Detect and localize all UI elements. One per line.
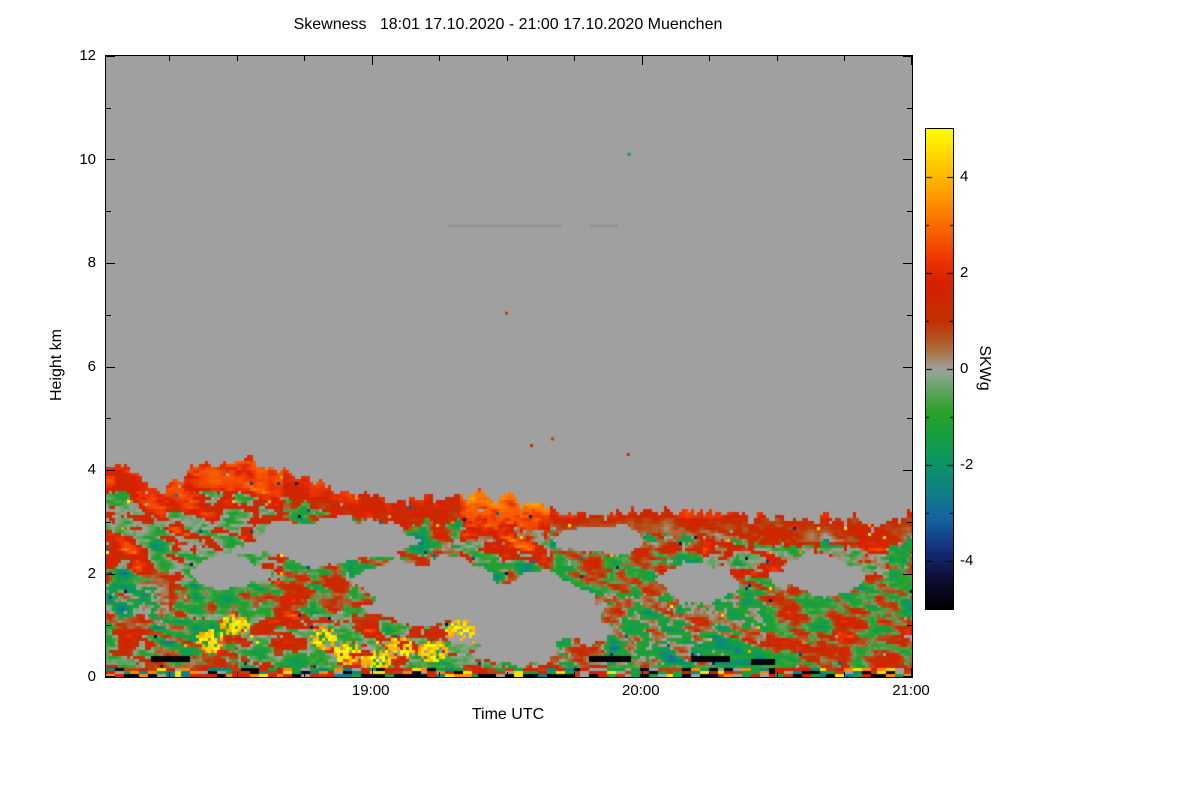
colorbar-tick-label: 2	[960, 264, 969, 281]
axis-tick	[106, 676, 115, 677]
colorbar-canvas	[926, 129, 953, 609]
axis-tick	[709, 56, 710, 61]
colorbar-tick-label: -4	[960, 552, 974, 569]
y-tick-label: 8	[87, 254, 96, 271]
axis-tick	[777, 56, 778, 61]
axis-tick	[844, 672, 845, 677]
axis-tick	[844, 56, 845, 61]
axis-tick	[907, 418, 912, 419]
axis-tick	[106, 56, 115, 57]
axis-tick	[106, 315, 111, 316]
plot-area	[105, 55, 913, 678]
axis-tick	[903, 263, 912, 264]
axis-tick	[439, 56, 440, 61]
y-tick-label: 2	[87, 564, 96, 582]
colorbar-tick-label: 0	[960, 360, 969, 377]
x-tick-label: 19:00	[351, 682, 390, 699]
axis-tick	[169, 56, 170, 61]
axis-tick	[507, 672, 508, 677]
axis-tick	[907, 522, 912, 523]
axis-tick	[106, 263, 115, 264]
axis-tick	[106, 418, 111, 419]
axis-tick	[911, 56, 912, 65]
axis-tick	[106, 574, 115, 575]
axis-tick	[169, 672, 170, 677]
axis-tick	[237, 672, 238, 677]
y-tick-label: 10	[79, 150, 96, 168]
y-tick-label: 6	[87, 357, 96, 375]
colorbar-tick-label: -2	[960, 456, 974, 473]
y-tick-label: 12	[79, 47, 96, 64]
axis-tick	[903, 56, 912, 57]
axis-tick	[907, 315, 912, 316]
colorbar-tick-label: 4	[960, 168, 969, 185]
colorbar-label: SKWg	[976, 345, 993, 391]
axis-tick	[574, 672, 575, 677]
axis-tick	[106, 108, 111, 109]
axis-tick	[106, 367, 115, 368]
axis-tick	[574, 56, 575, 61]
x-tick-label: 21:00	[892, 682, 930, 699]
axis-tick	[903, 470, 912, 471]
axis-tick	[642, 668, 643, 677]
axis-tick	[907, 211, 912, 212]
axis-tick	[106, 625, 111, 626]
axis-tick	[106, 522, 111, 523]
axis-tick	[903, 367, 912, 368]
axis-tick	[911, 668, 912, 677]
axis-tick	[507, 56, 508, 61]
axis-tick	[903, 574, 912, 575]
axis-tick	[777, 672, 778, 677]
axis-tick	[709, 672, 710, 677]
axis-tick	[903, 159, 912, 160]
colorbar	[925, 128, 954, 610]
axis-tick	[372, 668, 373, 677]
axis-tick	[907, 108, 912, 109]
axis-tick	[372, 56, 373, 65]
x-tick-label: 20:00	[622, 682, 660, 699]
axis-tick	[106, 211, 111, 212]
axis-tick	[907, 625, 912, 626]
axis-tick	[304, 56, 305, 61]
axis-tick	[439, 672, 440, 677]
axis-tick	[237, 56, 238, 61]
x-axis-label: Time UTC	[471, 706, 545, 723]
axis-tick	[106, 470, 115, 471]
axis-tick	[903, 676, 912, 677]
axis-tick	[106, 159, 115, 160]
axis-tick	[642, 56, 643, 65]
chart-title: Skewness 18:01 17.10.2020 - 21:00 17.10.…	[293, 16, 723, 33]
heatmap-canvas	[106, 56, 912, 677]
axis-tick	[304, 672, 305, 677]
y-tick-label: 4	[87, 461, 96, 478]
y-tick-label: 0	[87, 668, 96, 685]
